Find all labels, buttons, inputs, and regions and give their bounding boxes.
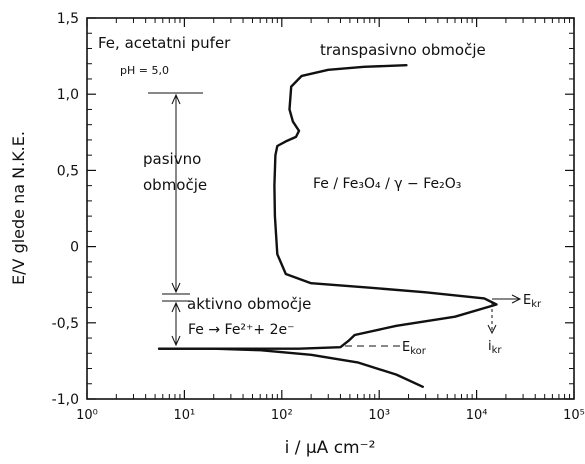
x-tick-label: 10³ bbox=[368, 408, 390, 423]
y-tick-label: 0,5 bbox=[57, 163, 79, 179]
ph-annotation: pH = 5,0 bbox=[120, 64, 169, 77]
plot-frame bbox=[86, 17, 575, 400]
y-tick-label: 0 bbox=[70, 240, 79, 256]
passive-annotation-line1: pasivno bbox=[143, 150, 201, 168]
passive-arrow-head-bottom bbox=[171, 282, 181, 294]
x-tick-label: 10⁴ bbox=[466, 408, 488, 423]
x-tick-labels: 10⁰ 10¹ 10² 10³ 10⁴ 10⁵ bbox=[76, 408, 585, 423]
passive-annotation-line2: območje bbox=[143, 176, 207, 194]
y-axis-label: E/V glede na N.K.E. bbox=[9, 131, 28, 285]
x-tick-label: 10² bbox=[271, 408, 293, 423]
axis-ticks bbox=[86, 17, 575, 400]
series-layer bbox=[157, 63, 498, 388]
x-axis-label: i / μA cm⁻² bbox=[285, 438, 376, 458]
header-annotation: Fe, acetatni pufer bbox=[98, 34, 231, 52]
active-arrow-head-top bbox=[171, 301, 181, 313]
y-tick-label: 1,0 bbox=[57, 87, 79, 103]
e-kor-label: Ekor bbox=[402, 340, 427, 357]
e-kr-arrow-head bbox=[511, 294, 522, 304]
active-annotation: aktivno območje bbox=[187, 295, 311, 313]
y-tick-label: -0,5 bbox=[52, 316, 79, 332]
e-kr-label: Ekr bbox=[523, 293, 542, 310]
y-tick-label: 1,5 bbox=[57, 11, 79, 27]
i-kr-arrow-head bbox=[487, 324, 497, 335]
active-arrow-head-bottom bbox=[171, 335, 181, 347]
x-tick-label: 10¹ bbox=[174, 408, 196, 423]
passive-arrow-head-top bbox=[171, 93, 181, 105]
series-line-0 bbox=[157, 347, 424, 388]
x-tick-label: 10⁰ bbox=[76, 408, 98, 423]
film-annotation: Fe / Fe₃O₄ / γ − Fe₂O₃ bbox=[313, 176, 461, 192]
series-line-1 bbox=[157, 63, 498, 350]
reaction-annotation: Fe → Fe²⁺+ 2e⁻ bbox=[188, 322, 295, 338]
y-tick-labels: -1,0 -0,5 0 0,5 1,0 1,5 bbox=[52, 11, 79, 408]
x-tick-label: 10⁵ bbox=[563, 408, 585, 423]
i-kr-label: ikr bbox=[488, 339, 502, 356]
y-tick-label: -1,0 bbox=[52, 392, 79, 408]
transpassive-annotation: transpasivno območje bbox=[320, 41, 486, 59]
annotation-guides bbox=[148, 92, 522, 347]
